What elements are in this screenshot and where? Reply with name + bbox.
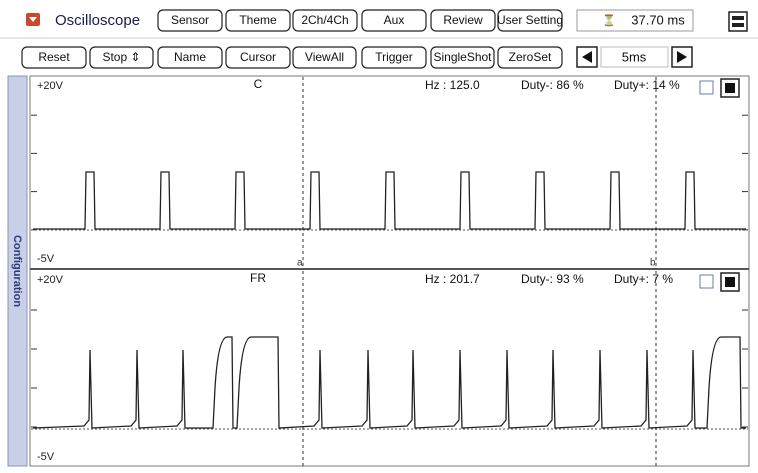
waveform: [32, 336, 746, 429]
button-label: Trigger: [375, 50, 413, 64]
readout: Duty+: 14 %: [614, 78, 680, 92]
button-label: Stop ⇕: [102, 50, 140, 64]
timebase-decrease[interactable]: [576, 46, 598, 68]
timebase-box: [600, 46, 669, 68]
button-frame: [225, 46, 291, 69]
plot-frame: [29, 75, 750, 467]
button-frame: [361, 9, 427, 32]
arrow-right: [677, 51, 687, 63]
button-label: ZeroSet: [509, 50, 552, 64]
button[interactable]: Cursor: [225, 46, 291, 69]
button-frame: [497, 9, 563, 32]
button-frame: [292, 9, 358, 32]
button-frame: [497, 46, 563, 69]
time-icon: ⏳: [602, 14, 616, 27]
timebase-increase[interactable]: [671, 46, 693, 68]
readout: Hz : 125.0: [425, 78, 480, 92]
button[interactable]: 2Ch/4Ch: [292, 9, 358, 32]
button-frame: [157, 9, 223, 32]
readout: Duty-: 93 %: [521, 272, 584, 286]
channel-name: C: [254, 77, 263, 91]
cursor-label: a: [297, 258, 303, 269]
menu-bar: [732, 23, 744, 27]
button[interactable]: Review: [430, 9, 496, 32]
button[interactable]: Trigger: [361, 46, 427, 69]
sidebar[interactable]: [7, 75, 28, 467]
checkbox[interactable]: [699, 274, 714, 289]
button-label: Cursor: [240, 50, 276, 64]
button-frame: [430, 9, 496, 32]
button-label: Theme: [239, 13, 277, 27]
top-voltage-label: +20V: [37, 80, 64, 92]
channel-name: FR: [250, 271, 266, 285]
button-label: Reset: [38, 50, 70, 64]
button[interactable]: Reset: [21, 46, 87, 69]
bottom-voltage-label: -5V: [37, 253, 55, 265]
time-display: 37.70 ms: [631, 12, 685, 27]
button[interactable]: Aux: [361, 9, 427, 32]
app-icon-arrow: [29, 17, 37, 22]
button-frame: [361, 46, 427, 69]
menu-box: [728, 11, 748, 32]
readout: Duty+: 7 %: [614, 272, 673, 286]
button-label: Sensor: [171, 13, 209, 27]
sidebar-label: Configuration: [11, 235, 23, 307]
checkbox[interactable]: [699, 80, 714, 95]
button[interactable]: Theme: [225, 9, 291, 32]
button[interactable]: Sensor: [157, 9, 223, 32]
button-frame: [225, 9, 291, 32]
button[interactable]: SingleShot: [430, 46, 495, 69]
app-title: Oscilloscope: [55, 12, 140, 29]
readout: Hz : 201.7: [425, 272, 480, 286]
button-label: ViewAll: [305, 50, 344, 64]
menu-bar: [732, 16, 744, 20]
button[interactable]: User Setting: [497, 9, 563, 32]
button[interactable]: Stop ⇕: [89, 46, 154, 69]
button[interactable]: ViewAll: [292, 46, 357, 69]
readout: Duty-: 86 %: [521, 78, 584, 92]
cursor-label: b: [650, 258, 656, 269]
button-frame: [430, 46, 495, 69]
button[interactable]: Name: [157, 46, 223, 69]
button-label: SingleShot: [433, 50, 492, 64]
button-frame: [157, 46, 223, 69]
timebase: 5ms: [622, 49, 647, 64]
button-label: Review: [443, 13, 483, 27]
button[interactable]: ZeroSet: [497, 46, 563, 69]
button-label: User Setting: [497, 13, 563, 27]
toggle-fill: [725, 83, 735, 93]
waveform: [33, 171, 746, 230]
button-frame: [292, 46, 357, 69]
button-label: Name: [174, 50, 206, 64]
arrow-left: [582, 51, 592, 63]
button-label: 2Ch/4Ch: [301, 13, 348, 27]
button-frame: [89, 46, 154, 69]
bottom-voltage-label: -5V: [37, 451, 55, 463]
button-frame: [21, 46, 87, 69]
top-voltage-label: +20V: [37, 274, 64, 286]
time-display-box: [576, 9, 694, 32]
toggle-fill: [725, 277, 735, 287]
menu-button[interactable]: [728, 11, 748, 32]
button-label: Aux: [384, 13, 405, 27]
